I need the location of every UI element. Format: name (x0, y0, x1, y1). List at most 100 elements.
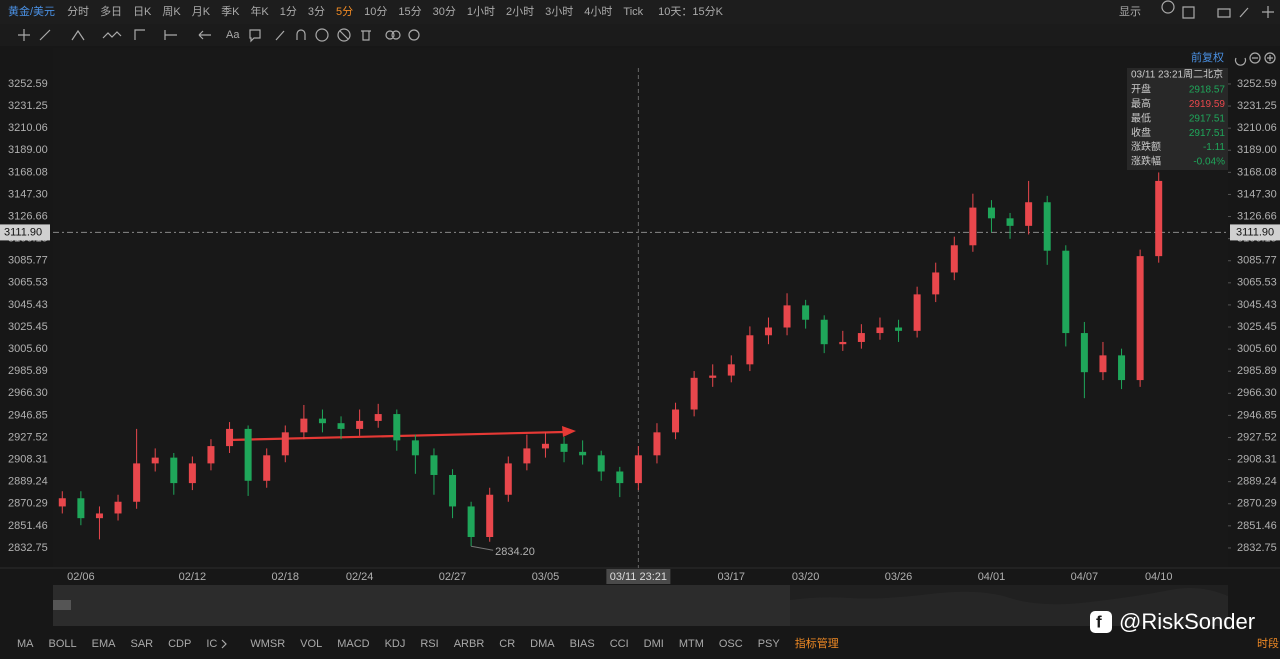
indicator-tab[interactable]: EMA (92, 638, 117, 650)
more-indicators-icon (221, 639, 227, 649)
tooltip-value: 2919.59 (1189, 99, 1226, 110)
period-tab[interactable]: 1分 (280, 5, 297, 18)
indicator-tab[interactable]: CDP (168, 638, 191, 650)
text-tool[interactable]: Aa (226, 29, 240, 41)
y-tick-label: 3005.60 (1237, 343, 1277, 355)
y-tick-label-left: 3252.59 (8, 78, 48, 90)
indicator-tab[interactable]: SAR (130, 638, 153, 650)
candle-body (318, 418, 326, 424)
indicator-tab[interactable]: BIAS (570, 638, 595, 650)
candle-body (672, 409, 680, 433)
move-icon (18, 29, 30, 41)
period-tab[interactable]: 年K (250, 4, 269, 18)
candle-body (597, 455, 605, 472)
y-tick-label: 3147.30 (1237, 188, 1277, 200)
indicator-tab[interactable]: WMSR (250, 638, 285, 650)
indicator-tab[interactable]: DMA (530, 638, 555, 650)
candle-body (560, 443, 568, 452)
period-tab[interactable]: 2小时 (506, 5, 534, 18)
candle-body (690, 377, 698, 410)
candle-body (876, 327, 884, 334)
candle-body (932, 272, 940, 295)
tooltip-value: -0.04% (1193, 157, 1225, 168)
period-tab[interactable]: 5分 (336, 5, 353, 18)
period-tab[interactable]: 4小时 (584, 5, 612, 18)
tooltip-label: 涨跌幅 (1131, 155, 1161, 168)
annotation-label: 2834.20 (495, 546, 535, 558)
candle-body (207, 446, 215, 464)
indicator-tab[interactable]: KDJ (385, 638, 406, 650)
y-tick-label-left: 2908.31 (8, 453, 48, 465)
period-tab[interactable]: 日K (133, 6, 152, 18)
period-tab[interactable]: Tick (623, 6, 643, 18)
arrow-head (562, 426, 576, 437)
indicator-tab[interactable]: MA (17, 638, 34, 650)
candle-body (486, 494, 494, 538)
indicator-tab[interactable]: CR (499, 638, 515, 650)
candle-body (1025, 202, 1033, 226)
indicator-tab[interactable]: PSY (758, 638, 781, 650)
drawing-icons (39, 28, 420, 43)
indicator-manage[interactable]: 指标管理 (795, 636, 839, 650)
indicator-tab[interactable]: DMI (644, 638, 664, 650)
x-tick-label: 02/06 (67, 571, 95, 583)
candle-body (467, 506, 475, 538)
period-tab[interactable]: 分时 (67, 5, 89, 18)
price-tag-left-label: 3111.90 (4, 226, 42, 238)
y-tick-label: 2966.30 (1237, 387, 1277, 399)
period-tab[interactable]: 周K (162, 5, 181, 18)
indicator-tab[interactable]: BOLL (49, 638, 77, 650)
symbol[interactable]: 黄金/美元 (8, 4, 55, 18)
candle-body (244, 428, 252, 481)
x-tick-label: 03/20 (792, 571, 820, 583)
candle-body (987, 207, 995, 219)
candle-body (709, 375, 717, 378)
period-tab[interactable]: 1小时 (467, 5, 495, 18)
candle-body (895, 327, 903, 331)
indicator-tab[interactable]: MACD (337, 638, 369, 650)
x-tick-label: 02/18 (272, 571, 300, 583)
candle-body (504, 463, 512, 495)
candle-body (95, 513, 103, 519)
candle-body (1136, 256, 1144, 381)
y-tick-label: 3231.25 (1237, 100, 1277, 112)
period-tab[interactable]: 月K (192, 6, 211, 18)
y-tick-label: 2908.31 (1237, 453, 1277, 465)
y-tick-label-left: 3045.43 (8, 299, 48, 311)
period-tab[interactable]: 30分 (433, 5, 456, 18)
display-menu[interactable]: 显示 (1119, 5, 1141, 18)
candle-body (356, 420, 364, 429)
indicator-tab[interactable]: MTM (679, 638, 704, 650)
tooltip-value: 2918.57 (1189, 85, 1226, 96)
x-tick-label: 03/26 (885, 571, 913, 583)
candle-body (58, 498, 66, 507)
indicator-tab[interactable]: RSI (420, 638, 438, 650)
period-tab[interactable]: 15分 (398, 5, 421, 18)
watermark: @RiskSonder (1119, 609, 1255, 634)
y-tick-label: 3126.66 (1237, 210, 1277, 222)
x-tick-label: 03/11 23:21 (610, 571, 667, 583)
period-tab[interactable]: 季K (221, 5, 240, 18)
range-select[interactable]: 10天：15分K (658, 5, 723, 18)
logo-glyph: f (1096, 612, 1102, 631)
period-tab[interactable]: 多日 (100, 4, 122, 18)
candle-body (820, 319, 828, 345)
indicator-tab[interactable]: IC (206, 638, 217, 650)
tooltip-label: 涨跌额 (1131, 140, 1161, 153)
adjust-button[interactable]: 前复权 (1191, 50, 1224, 64)
y-tick-label: 3210.06 (1237, 122, 1277, 134)
indicator-tab[interactable]: OSC (719, 638, 743, 650)
session-tab[interactable]: 时段 (1257, 636, 1279, 650)
period-tab[interactable]: 3分 (308, 5, 325, 18)
candle-body (151, 457, 159, 464)
y-tick-label: 3168.08 (1237, 166, 1277, 178)
y-tick-label-left: 3005.60 (8, 343, 48, 355)
indicator-tab[interactable]: VOL (300, 638, 322, 650)
y-tick-label-left: 3147.30 (8, 188, 48, 200)
candle-body (281, 432, 289, 456)
period-tab[interactable]: 10分 (364, 5, 387, 18)
indicator-tab[interactable]: ARBR (454, 638, 485, 650)
period-tab[interactable]: 3小时 (545, 5, 573, 18)
indicator-tab[interactable]: CCI (610, 638, 629, 650)
